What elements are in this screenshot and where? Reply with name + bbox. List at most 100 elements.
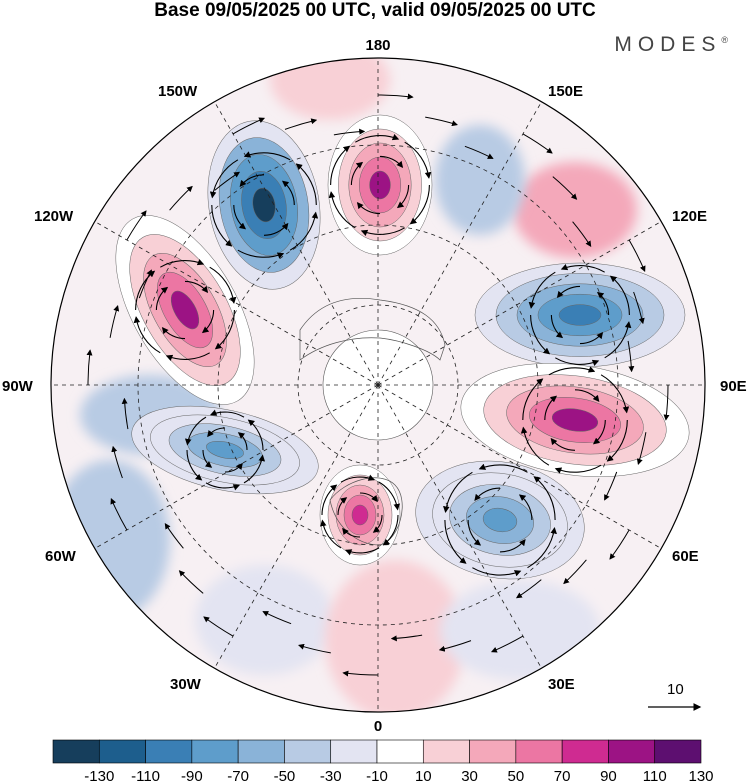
contour-level bbox=[351, 504, 369, 526]
streamline bbox=[289, 211, 319, 251]
streamline bbox=[596, 291, 610, 316]
streamline bbox=[550, 437, 576, 451]
colorbar-swatch bbox=[469, 739, 517, 764]
colorbar-swatch bbox=[98, 739, 146, 764]
streamline bbox=[377, 93, 414, 100]
wind-streamlines bbox=[86, 93, 670, 677]
streamline bbox=[548, 366, 596, 376]
streamline bbox=[121, 397, 129, 430]
streamline bbox=[295, 163, 317, 206]
streamline bbox=[337, 497, 348, 516]
streamline bbox=[184, 416, 207, 446]
streamline bbox=[360, 227, 405, 236]
brand-logo: MODES® bbox=[614, 33, 728, 57]
streamline bbox=[232, 117, 266, 135]
streamline bbox=[209, 266, 237, 304]
meridian-line bbox=[377, 221, 662, 386]
streamline bbox=[409, 184, 430, 225]
meridian-line bbox=[94, 221, 379, 386]
streamline bbox=[111, 445, 123, 479]
streamline bbox=[522, 378, 544, 421]
label-60w: 60W bbox=[45, 548, 77, 565]
streamline bbox=[533, 476, 556, 521]
streamline bbox=[518, 494, 533, 521]
streamline bbox=[579, 331, 604, 345]
streamline bbox=[600, 374, 630, 414]
streamline bbox=[262, 611, 292, 625]
coastline bbox=[299, 297, 446, 361]
streamline bbox=[633, 291, 645, 325]
colorbar-swatch bbox=[237, 739, 285, 764]
streamline bbox=[520, 426, 550, 466]
colorbar-swatch bbox=[191, 739, 239, 764]
streamline bbox=[350, 161, 364, 186]
colorbar-swatch bbox=[422, 739, 470, 764]
streamline bbox=[355, 134, 400, 143]
streamline bbox=[201, 309, 215, 334]
streamline bbox=[390, 634, 423, 642]
streamline bbox=[247, 419, 264, 451]
contour-level bbox=[206, 440, 244, 460]
colorbar-swatch bbox=[561, 739, 609, 764]
streamline bbox=[467, 519, 482, 546]
streamline bbox=[443, 471, 473, 513]
colorbar-tick-label: -50 bbox=[274, 768, 296, 783]
label-30w: 30W bbox=[170, 676, 202, 693]
label-150w: 150W bbox=[158, 83, 198, 100]
streamline bbox=[224, 462, 243, 473]
label-150e: 150E bbox=[548, 83, 583, 100]
background-tint-2 bbox=[51, 460, 170, 620]
streamline bbox=[528, 271, 556, 309]
label-180: 180 bbox=[365, 37, 390, 54]
streamline bbox=[165, 352, 210, 361]
streamline bbox=[328, 191, 356, 229]
streamline bbox=[184, 280, 209, 294]
streamline bbox=[378, 481, 401, 511]
streamline bbox=[321, 484, 338, 516]
streamline bbox=[161, 326, 186, 340]
reference-vector-label: 10 bbox=[667, 681, 684, 698]
streamline bbox=[552, 176, 578, 200]
streamline bbox=[490, 635, 524, 653]
colorbar-swatch bbox=[145, 739, 193, 764]
streamline bbox=[379, 155, 404, 169]
colorbar-swatch bbox=[52, 739, 100, 764]
label-30e: 30E bbox=[548, 676, 575, 693]
streamline bbox=[298, 643, 331, 654]
anomaly-center-positive-4 bbox=[460, 362, 690, 478]
streamline bbox=[214, 171, 241, 191]
streamline bbox=[356, 201, 381, 215]
streamline bbox=[636, 432, 647, 465]
streamline bbox=[342, 670, 379, 677]
streamline bbox=[556, 285, 581, 299]
streamline bbox=[544, 395, 558, 421]
streamline bbox=[499, 538, 526, 553]
streamline bbox=[478, 463, 528, 473]
colorbar: -130 -110 -90 -70 -50 -30 -10 10 30 50 70 90 110 130 bbox=[52, 739, 714, 783]
colorbar-tick-label: 30 bbox=[461, 768, 478, 783]
meridian-line bbox=[214, 384, 379, 669]
streamline bbox=[86, 349, 93, 386]
streamline bbox=[281, 180, 295, 206]
streamline bbox=[263, 222, 289, 236]
meridian-line bbox=[377, 384, 542, 669]
streamline bbox=[243, 151, 291, 161]
streamline bbox=[404, 141, 432, 179]
map-title: Base 09/05/2025 00 UTC, valid 09/05/2025… bbox=[154, 0, 596, 21]
streamline bbox=[572, 221, 592, 248]
colorbar-tick-label: 110 bbox=[643, 768, 667, 783]
contour-level bbox=[558, 304, 602, 326]
streamline bbox=[214, 309, 235, 350]
streamline bbox=[160, 259, 205, 268]
background-tint-0 bbox=[513, 162, 637, 258]
contour-level bbox=[170, 290, 200, 330]
streamline bbox=[627, 340, 635, 373]
colorbar-tick-label: -70 bbox=[227, 768, 249, 783]
streamline bbox=[164, 522, 184, 549]
background-tint-1 bbox=[435, 125, 525, 235]
streamline bbox=[330, 145, 351, 186]
meridian-line bbox=[377, 384, 662, 549]
streamline bbox=[628, 239, 646, 273]
streamline bbox=[606, 419, 628, 462]
streamline bbox=[284, 118, 318, 130]
